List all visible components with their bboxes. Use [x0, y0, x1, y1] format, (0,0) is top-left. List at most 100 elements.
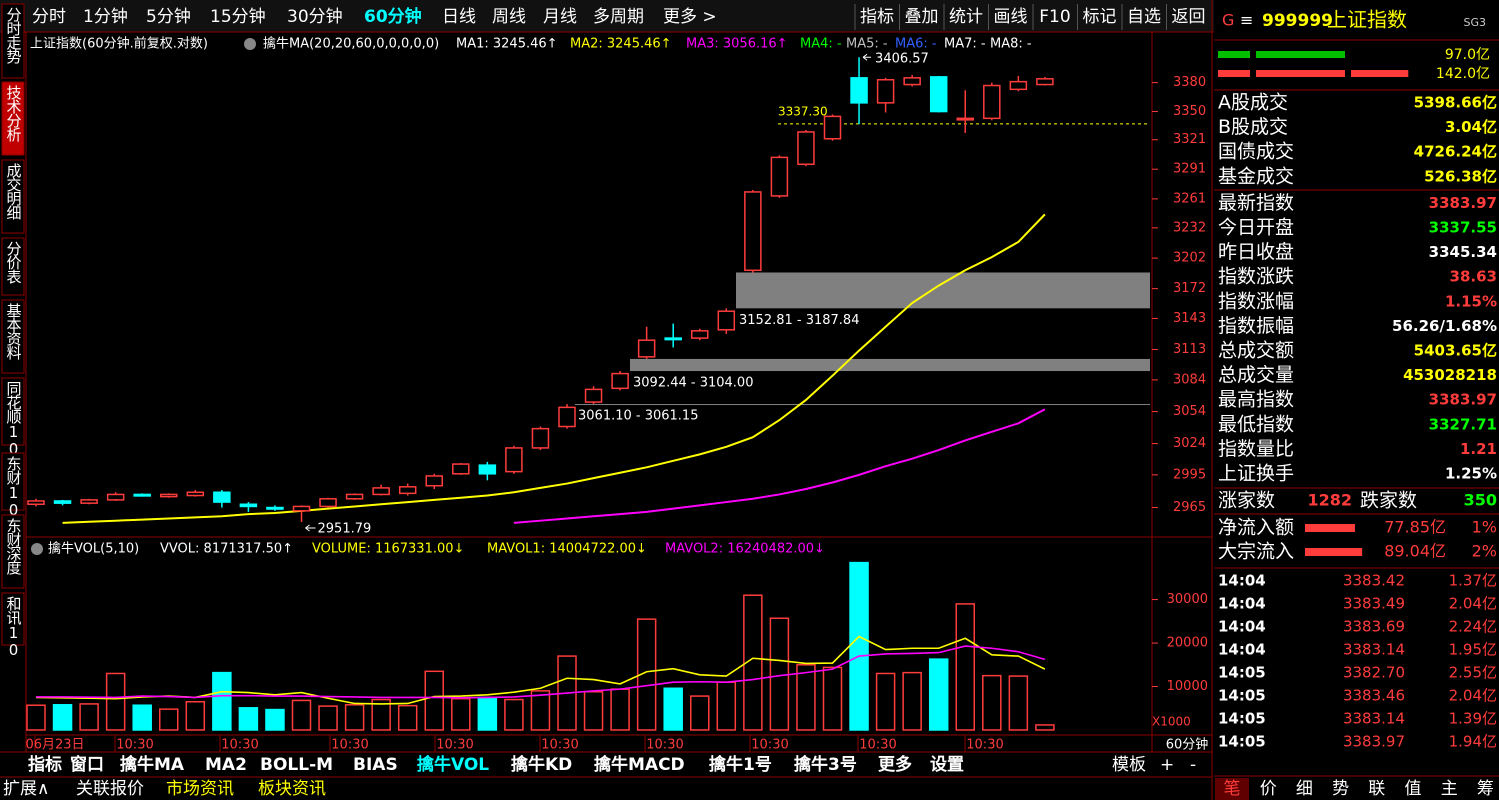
sidebar-tab-label[interactable]: 分时走势 — [5, 7, 23, 65]
sidebar-tab-label[interactable]: 分价表 — [5, 241, 23, 284]
panel-tab[interactable]: 筹 — [1477, 779, 1494, 799]
sidebar-tab-label[interactable]: 和讯10 — [5, 596, 23, 658]
menu-item[interactable]: 月线 — [543, 7, 577, 27]
footer-tab[interactable]: 市场资讯 — [166, 779, 234, 799]
quote-label: A股成交 — [1218, 92, 1288, 114]
footer-tab[interactable]: 板块资讯 — [258, 779, 326, 799]
menu-item[interactable]: 60分钟 — [364, 6, 422, 27]
menu-item[interactable]: 标记 — [1083, 7, 1117, 27]
panel-tab[interactable]: 价 — [1260, 779, 1277, 799]
chart-title: 上证指数(60分钟.前复权.对数) — [30, 36, 208, 52]
y-tick-label: 2965 — [1173, 500, 1206, 515]
quote-label: 昨日收盘 — [1218, 241, 1294, 263]
candle-body — [584, 388, 603, 403]
indicator-tab[interactable]: 窗口 — [70, 754, 104, 775]
settings-icon[interactable] — [244, 38, 256, 50]
volume-bar — [291, 699, 312, 731]
indicator-tab[interactable]: BOLL-M — [260, 755, 333, 775]
footer-tab[interactable]: 扩展∧ — [3, 779, 49, 799]
indicator-tab[interactable]: 擒牛VOL — [417, 754, 489, 775]
quote-label: 最高指数 — [1218, 389, 1294, 411]
sidebar-tab-label[interactable]: 成交明细 — [5, 163, 23, 220]
tick-amount: 1.95亿 — [1449, 641, 1497, 659]
level-label: 3337.30 — [778, 104, 828, 118]
menu-item[interactable]: 分时 — [32, 7, 66, 27]
sidebar-tab-label[interactable]: 东财深度 — [5, 518, 23, 575]
candle-body — [903, 77, 921, 86]
panel-tab[interactable]: 细 — [1296, 779, 1313, 799]
indicator-tab[interactable]: 擒牛3号 — [794, 754, 857, 775]
y-tick-label: 3113 — [1173, 342, 1206, 357]
menu-item[interactable]: 更多 > — [663, 7, 717, 27]
quote-value: 5398.66亿 — [1414, 94, 1497, 112]
menu-item[interactable]: 日线 — [442, 7, 476, 27]
y-tick-label: 20000 — [1167, 636, 1208, 651]
indicator-tab[interactable]: 设置 — [930, 755, 964, 775]
candle-body — [239, 503, 258, 508]
volume-bar — [822, 666, 843, 731]
quote-label: 指数振幅 — [1218, 315, 1294, 337]
candle-body — [770, 156, 789, 197]
menu-item[interactable]: 30分钟 — [287, 7, 343, 27]
candle-body — [797, 131, 815, 166]
indicator-tab[interactable]: 指标 — [28, 754, 62, 775]
tick-amount: 2.04亿 — [1449, 595, 1497, 613]
toolbar-button[interactable]: + — [1160, 755, 1174, 775]
candle-body — [1009, 80, 1028, 91]
indicator-value: MA6: - — [895, 37, 937, 52]
volume-bar — [902, 671, 922, 731]
candle-body — [956, 117, 974, 121]
menu-item[interactable]: 画线 — [994, 7, 1028, 27]
stock-code: 999999 — [1262, 11, 1333, 31]
menu-item[interactable]: 15分钟 — [210, 7, 266, 27]
indicator-tab[interactable]: 擒牛KD — [511, 754, 572, 775]
inflow-label: 大宗流入 — [1218, 541, 1294, 563]
indicator-tab[interactable]: 擒牛1号 — [709, 754, 772, 775]
footer-tab[interactable]: 关联报价 — [76, 779, 144, 799]
panel-tab[interactable]: 笔 — [1224, 779, 1241, 799]
indicator-tab[interactable]: MA2 — [205, 755, 247, 775]
menu-item[interactable]: 统计 — [949, 7, 983, 27]
panel-tab[interactable]: 主 — [1441, 779, 1458, 799]
quote-label: 指数涨跌 — [1218, 266, 1294, 288]
menu-item[interactable]: 周线 — [492, 7, 526, 27]
quote-value: 1.15% — [1445, 292, 1497, 310]
menu-item[interactable]: 指标 — [860, 7, 894, 27]
quote-label: B股成交 — [1218, 116, 1288, 138]
toolbar-button[interactable]: - — [1190, 755, 1196, 775]
settings-icon[interactable] — [31, 543, 43, 555]
y-tick-label: 3291 — [1173, 162, 1206, 177]
volume-bar — [743, 594, 763, 731]
menu-item[interactable]: 自选 — [1127, 7, 1161, 27]
menu-item[interactable]: 叠加 — [905, 7, 939, 27]
header-menu[interactable]: ≡ — [1240, 11, 1253, 30]
candle-body — [691, 330, 709, 339]
sidebar-tab-label[interactable]: 同花顺10 — [5, 381, 23, 457]
panel-tab[interactable]: 势 — [1332, 779, 1349, 799]
menu-item[interactable]: F10 — [1039, 7, 1070, 27]
tick-price: 3383.14 — [1343, 710, 1405, 728]
menu-item[interactable]: 1分钟 — [83, 7, 128, 27]
x-tick-label: 10:30 — [966, 738, 1003, 753]
volume-bar — [875, 672, 896, 731]
candle-body — [80, 499, 98, 504]
menu-item[interactable]: 5分钟 — [146, 7, 191, 27]
active-tab — [1215, 778, 1249, 800]
indicator-tab[interactable]: 更多 — [878, 754, 912, 775]
sidebar-tab-label[interactable]: 基本资料 — [5, 303, 23, 360]
indicator-tab[interactable]: 擒牛MACD — [594, 754, 685, 775]
panel-tab[interactable]: 联 — [1368, 779, 1385, 799]
menu-item[interactable]: 多周期 — [593, 7, 644, 27]
flow-bar — [1218, 51, 1348, 58]
indicator-tab[interactable]: 擒牛MA — [120, 754, 185, 775]
sidebar-tab-label[interactable]: 技术分析 — [5, 85, 23, 142]
panel-tab[interactable]: 值 — [1405, 779, 1422, 799]
toolbar-button[interactable]: 模板 — [1112, 755, 1146, 775]
quote-value: 1.25% — [1445, 465, 1497, 483]
volume-bar — [238, 707, 259, 731]
menu-item[interactable]: 返回 — [1172, 7, 1206, 27]
sidebar-tab-label[interactable]: 东财10 — [5, 456, 23, 518]
breadth-value: 350 — [1464, 491, 1497, 510]
tick-amount: 1.94亿 — [1449, 733, 1497, 751]
indicator-tab[interactable]: BIAS — [353, 755, 398, 775]
